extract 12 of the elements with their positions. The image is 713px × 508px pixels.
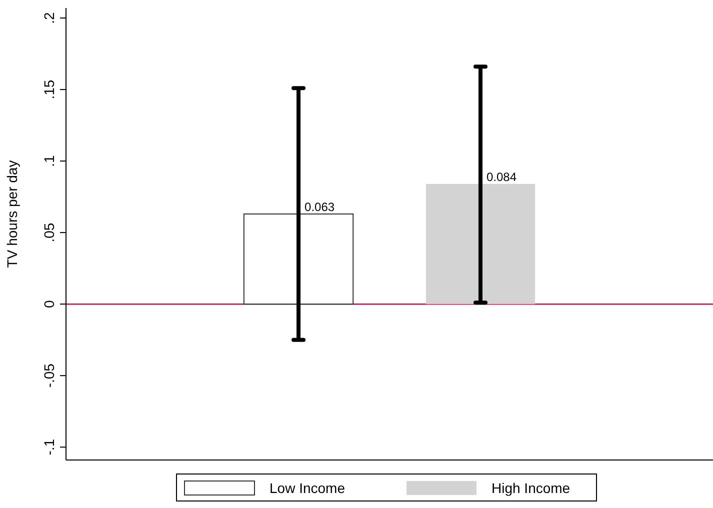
y-tick-label: 0 xyxy=(41,300,57,308)
y-tick-label: -.05 xyxy=(41,363,57,388)
legend-label: Low Income xyxy=(270,480,346,496)
y-tick-label: .05 xyxy=(41,222,57,242)
y-axis-title: TV hours per day xyxy=(4,160,20,268)
y-tick-label: -.1 xyxy=(41,438,57,456)
data-label: 0.084 xyxy=(486,170,517,184)
y-tick-label: .1 xyxy=(41,155,57,167)
y-tick-label: .2 xyxy=(41,12,57,24)
y-tick-label: .15 xyxy=(41,80,57,100)
legend-label: High Income xyxy=(492,480,570,496)
data-label: 0.063 xyxy=(304,200,335,214)
